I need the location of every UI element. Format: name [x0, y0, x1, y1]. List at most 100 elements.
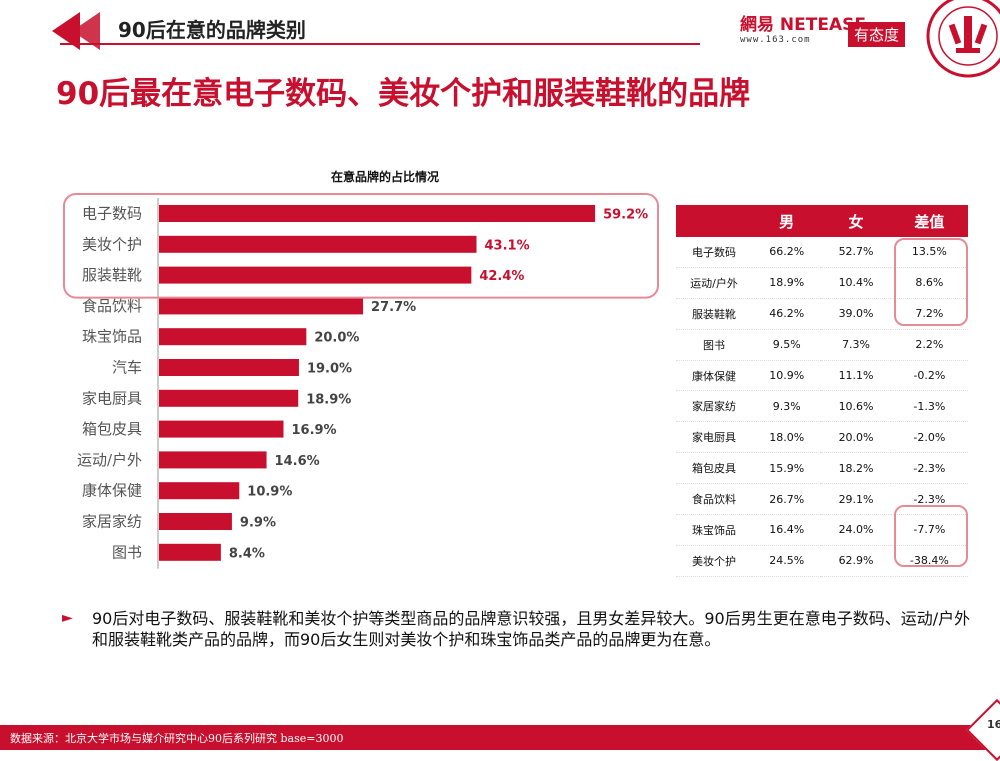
- table-cell: 46.2%: [752, 298, 822, 330]
- table-cell: -0.2%: [890, 360, 968, 392]
- table-row: 家电厨具 18.0% 20.0% -2.0%: [676, 421, 968, 454]
- table-cell: 7.2%: [890, 298, 968, 330]
- bar: [159, 266, 472, 284]
- table-cell: 66.2%: [752, 237, 822, 268]
- table-row: 家居家纺 9.3% 10.6% -1.3%: [676, 390, 968, 423]
- table-cell: 24.0%: [821, 514, 891, 546]
- bar-chart: 电子数码 59.2% 美妆个护 43.1% 服装鞋靴 42.4% 食品饮料 27.7% 珠宝饰品…: [63, 193, 659, 569]
- table-cell: 10.9%: [752, 360, 822, 392]
- table-row: 箱包皮具 15.9% 18.2% -2.3%: [676, 452, 968, 485]
- summary-text: 90后对电子数码、服装鞋靴和美妆个护等类型商品的品牌意识较强，且男女差异较大。9…: [92, 609, 971, 649]
- table-cell: 18.9%: [752, 267, 822, 299]
- table-cell: -7.7%: [890, 514, 968, 546]
- bar: [159, 420, 284, 438]
- table-header-cell: 差值: [890, 205, 968, 237]
- bar-category-label: 食品饮料: [82, 297, 142, 315]
- headline-part3: 品牌: [688, 76, 751, 112]
- table-row-label: 家电厨具: [676, 421, 752, 454]
- bullet-arrow-icon: ►: [62, 610, 73, 626]
- table-row-label: 康体保健: [676, 360, 752, 392]
- table-header-cell: 男: [752, 205, 822, 237]
- table-header-cell: 女: [821, 205, 891, 237]
- page-number: 16: [987, 718, 1000, 731]
- table-row: 食品饮料 26.7% 29.1% -2.3%: [676, 483, 968, 516]
- bar-value-label: 43.1%: [485, 238, 530, 253]
- bar-value-label: 19.0%: [307, 362, 352, 377]
- table-cell: 24.5%: [752, 545, 822, 577]
- table-cell: 13.5%: [890, 237, 968, 268]
- table-cell: 20.0%: [821, 421, 891, 454]
- table-cell: 2.2%: [890, 329, 968, 361]
- bar-value-label: 18.9%: [306, 392, 351, 407]
- gender-table: 男 女 差值 电子数码 66.2% 52.7% 13.5% 运动/户外 18.9% 10.4…: [676, 205, 968, 577]
- bar-category-label: 电子数码: [82, 205, 142, 223]
- pku-seal-icon: [926, 0, 1000, 78]
- chart-title: 在意品牌的占比情况: [330, 170, 439, 184]
- bar-category-label: 康体保健: [82, 482, 142, 500]
- table-row: 珠宝饰品 16.4% 24.0% -7.7%: [676, 514, 968, 546]
- table-cell: 10.6%: [821, 390, 891, 423]
- bar-value-label: 10.9%: [247, 485, 292, 500]
- bar: [159, 513, 232, 530]
- bar-value-label: 59.2%: [603, 208, 648, 223]
- footer-bar: 数据来源：北京大学市场与媒介研究中心90后系列研究 base=3000: [0, 725, 1000, 750]
- bar-category-label: 珠宝饰品: [82, 328, 142, 346]
- bar-value-label: 8.4%: [229, 546, 265, 561]
- bar: [159, 235, 477, 253]
- bar-value-label: 42.4%: [479, 269, 524, 284]
- bar-category-label: 美妆个护: [82, 235, 142, 253]
- table-cell: 9.3%: [752, 390, 822, 423]
- bar-value-label: 27.7%: [371, 300, 416, 315]
- table-header-cell: [676, 205, 752, 237]
- header-rule: [60, 43, 700, 45]
- bar-category-label: 运动/户外: [77, 451, 142, 469]
- bar-category-label: 箱包皮具: [82, 420, 142, 438]
- table-cell: 29.1%: [821, 483, 891, 516]
- chart-highlight-ring: [63, 193, 659, 299]
- table-cell: 9.5%: [752, 329, 822, 361]
- table-cell: 62.9%: [821, 545, 891, 577]
- table-cell: -2.3%: [890, 452, 968, 485]
- table-cell: 52.7%: [821, 237, 891, 268]
- table-cell: -2.3%: [890, 483, 968, 516]
- table-row-label: 运动/户外: [676, 267, 752, 299]
- table-row-label: 食品饮料: [676, 483, 752, 516]
- bar: [159, 543, 221, 561]
- table-cell: -1.3%: [890, 390, 968, 423]
- bar-value-label: 20.0%: [314, 331, 359, 346]
- table-row-label: 珠宝饰品: [676, 514, 752, 546]
- headline: 90后最在意电子数码、美妆个护和服装鞋靴的品牌: [56, 68, 750, 113]
- table-row-label: 美妆个护: [676, 545, 752, 577]
- bar: [159, 389, 299, 407]
- bar-value-label: 9.9%: [240, 516, 276, 531]
- bar: [159, 482, 240, 500]
- table-cell: 15.9%: [752, 452, 822, 485]
- bar: [159, 297, 364, 315]
- bar-category-label: 家电厨具: [82, 389, 142, 407]
- table-row-label: 箱包皮具: [676, 452, 752, 485]
- table-cell: 8.6%: [890, 267, 968, 299]
- table-header-row: 男 女 差值: [676, 205, 968, 237]
- table-cell: 10.4%: [821, 267, 891, 299]
- bar-value-label: 14.6%: [275, 454, 320, 469]
- table-row: 康体保健 10.9% 11.1% -0.2%: [676, 360, 968, 392]
- table-cell: -38.4%: [890, 545, 968, 577]
- netease-logo: 網易 NETEASE www.163.com: [740, 10, 866, 45]
- headline-part1: 90后最在意: [56, 76, 224, 112]
- header-arrow-icon: [52, 12, 100, 50]
- table-cell: -2.0%: [890, 421, 968, 454]
- summary-bullet: ► 90后对电子数码、服装鞋靴和美妆个护等类型商品的品牌意识较强，且男女差异较大…: [62, 608, 977, 650]
- table-cell: 39.0%: [821, 298, 891, 330]
- table-row: 运动/户外 18.9% 10.4% 8.6%: [676, 267, 968, 299]
- headline-part2: 电子数码、美妆个护和服装鞋靴的: [223, 76, 689, 112]
- table-cell: 26.7%: [752, 483, 822, 516]
- table-row-label: 图书: [676, 329, 752, 361]
- table-row: 图书 9.5% 7.3% 2.2%: [676, 329, 968, 361]
- bar-category-label: 家居家纺: [82, 513, 142, 531]
- bar: [159, 205, 596, 222]
- bar: [159, 451, 267, 469]
- section-title: 90后在意的品牌类别: [118, 18, 306, 42]
- table-cell: 11.1%: [821, 360, 891, 392]
- table-cell: 7.3%: [821, 329, 891, 361]
- bar-category-label: 服装鞋靴: [82, 266, 142, 284]
